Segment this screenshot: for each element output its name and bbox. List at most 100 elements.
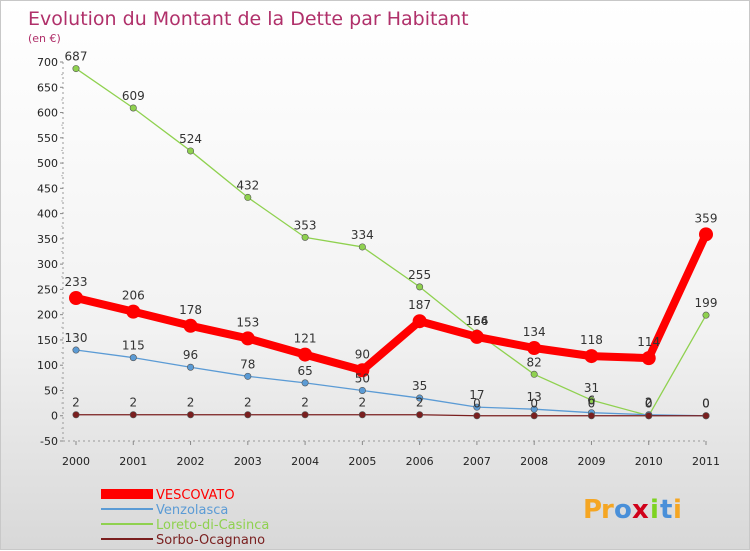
data-label-sorbo-ocagnano: 2 (187, 396, 195, 410)
data-label-vescovato: 178 (179, 303, 202, 317)
series-line-loreto-di-casinca (75, 68, 707, 417)
data-label-vescovato: 187 (408, 298, 431, 312)
legend: VESCOVATOVenzolascaLoreto-di-CasincaSorb… (101, 488, 269, 548)
data-point-sorbo-ocagnano (587, 412, 595, 420)
data-point-vescovato (355, 363, 370, 378)
x-tick-label: 2002 (177, 455, 205, 468)
x-tick-label: 2005 (348, 455, 376, 468)
data-point-vescovato (641, 351, 656, 366)
data-point-sorbo-ocagnano (358, 411, 366, 419)
chart-title: Evolution du Montant de la Dette par Hab… (28, 8, 469, 30)
data-label-vescovato: 134 (523, 325, 546, 339)
y-tick-label: 600 (37, 107, 58, 120)
data-point-venzolasca (416, 394, 424, 402)
data-point-loreto-di-casinca (244, 193, 252, 201)
data-label-loreto-di-casinca: 164 (465, 314, 488, 328)
data-label-sorbo-ocagnano: 0 (530, 397, 538, 411)
data-label-sorbo-ocagnano: 2 (359, 396, 367, 410)
data-label-vescovato: 118 (580, 333, 603, 347)
axes: -500501001502002503003504004505005506006… (37, 56, 720, 468)
data-point-loreto-di-casinca (301, 233, 309, 241)
logo-letter: i (673, 495, 682, 525)
data-point-vescovato (69, 290, 83, 305)
data-point-venzolasca (244, 372, 252, 380)
series-line-sorbo-ocagnano (76, 414, 706, 417)
y-tick-label: 200 (37, 309, 58, 322)
data-point-sorbo-ocagnano (72, 411, 80, 419)
logo-letter: P (583, 495, 602, 525)
data-point-sorbo-ocagnano (129, 411, 137, 419)
data-label-loreto-di-casinca: 687 (65, 50, 88, 64)
data-label-sorbo-ocagnano: 2 (129, 396, 137, 410)
data-label-venzolasca: 0 (702, 397, 710, 411)
series-lines (69, 65, 713, 420)
data-point-sorbo-ocagnano (645, 412, 653, 420)
data-point-loreto-di-casinca (530, 370, 538, 378)
x-tick-label: 2004 (291, 455, 319, 468)
y-tick-label: 700 (37, 56, 58, 69)
x-tick-label: 2009 (577, 455, 605, 468)
data-point-loreto-di-casinca (702, 311, 710, 319)
data-label-vescovato: 153 (236, 315, 259, 329)
data-label-venzolasca: 13 (527, 390, 542, 404)
data-label-venzolasca: 2 (645, 396, 653, 410)
data-label-loreto-di-casinca: 255 (408, 268, 431, 282)
data-label-sorbo-ocagnano: 2 (244, 396, 252, 410)
data-label-venzolasca: 6 (588, 394, 596, 408)
y-tick-label: 300 (37, 258, 58, 271)
data-label-loreto-di-casinca: 353 (294, 218, 317, 232)
data-point-sorbo-ocagnano (473, 412, 481, 420)
x-tick-label: 2003 (234, 455, 262, 468)
y-tick-label: 500 (37, 157, 58, 170)
data-label-loreto-di-casinca: 334 (351, 228, 374, 242)
data-label-sorbo-ocagnano: 0 (473, 397, 481, 411)
data-point-vescovato (298, 347, 313, 362)
y-tick-label: -50 (40, 435, 58, 448)
y-tick-label: 650 (37, 81, 58, 94)
logo-letter: o (614, 495, 632, 525)
data-point-loreto-di-casinca (187, 147, 195, 155)
data-label-venzolasca: 50 (355, 371, 370, 385)
data-label-loreto-di-casinca: 609 (122, 89, 145, 103)
data-point-vescovato (183, 318, 198, 333)
legend-label-sorbo-ocagnano: Sorbo-Ocagnano (156, 533, 265, 548)
y-tick-label: 550 (37, 132, 58, 145)
data-label-venzolasca: 130 (65, 331, 88, 345)
data-label-loreto-di-casinca: 31 (584, 381, 599, 395)
y-tick-label: 250 (37, 283, 58, 296)
proxiti-logo: Pr o x i t i (583, 495, 682, 525)
data-point-sorbo-ocagnano (530, 412, 538, 420)
data-point-loreto-di-casinca (358, 243, 366, 251)
data-label-vescovato: 206 (122, 289, 145, 303)
data-label-loreto-di-casinca: 0 (645, 397, 653, 411)
y-tick-label: 400 (37, 208, 58, 221)
data-label-venzolasca: 65 (297, 364, 312, 378)
data-point-sorbo-ocagnano (244, 411, 252, 419)
x-tick-label: 2011 (692, 455, 720, 468)
logo-letter: i (650, 495, 659, 525)
x-tick-label: 2010 (635, 455, 663, 468)
series-line-vescovato (75, 232, 710, 375)
y-tick-label: 100 (37, 359, 58, 372)
legend-label-loreto-di-casinca: Loreto-di-Casinca (156, 518, 269, 533)
data-point-loreto-di-casinca (72, 65, 80, 73)
data-point-sorbo-ocagnano (301, 411, 309, 419)
logo-letter: x (632, 495, 649, 525)
data-point-vescovato (240, 331, 255, 346)
data-point-venzolasca (129, 354, 137, 362)
y-tick-label: 450 (37, 182, 58, 195)
data-label-vescovato: 359 (695, 211, 718, 225)
series-line-venzolasca (75, 349, 707, 417)
data-label-sorbo-ocagnano: 0 (645, 397, 653, 411)
data-label-sorbo-ocagnano: 0 (702, 397, 710, 411)
data-label-loreto-di-casinca: 524 (179, 132, 202, 146)
data-point-loreto-di-casinca (129, 104, 137, 112)
data-point-loreto-di-casinca (416, 283, 424, 291)
legend-label-vescovato: VESCOVATO (156, 488, 235, 503)
data-point-vescovato (584, 349, 599, 364)
y-tick-label: 350 (37, 233, 58, 246)
data-label-sorbo-ocagnano: 2 (72, 396, 80, 410)
data-point-venzolasca (358, 386, 366, 394)
